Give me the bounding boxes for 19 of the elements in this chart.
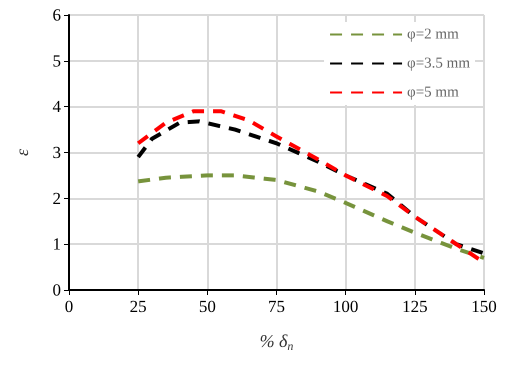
- x-tick-label: 0: [64, 297, 74, 316]
- x-tick-label: 100: [332, 297, 358, 316]
- x-tick-label: 125: [402, 297, 428, 316]
- y-tick-label: 1: [52, 234, 61, 254]
- x-tick-label: 75: [268, 297, 285, 316]
- y-tick-label: 3: [52, 143, 61, 162]
- y-tick-label: 0: [52, 280, 61, 300]
- y-tick-label: 6: [52, 6, 61, 24]
- x-tick-label: 50: [198, 297, 216, 316]
- line-series: [136, 173, 486, 260]
- x-tick-label: 25: [130, 297, 147, 316]
- legend-label: φ=5 mm: [407, 84, 460, 100]
- legend-label: φ=3.5 mm: [407, 56, 470, 72]
- x-tick-label: 150: [471, 297, 497, 316]
- y-tick-label: 2: [52, 188, 61, 208]
- y-axis-title: ε: [12, 148, 32, 156]
- y-tick-label: 4: [52, 97, 62, 116]
- y-tick-label: 5: [52, 51, 61, 70]
- legend-label: φ=2 mm: [407, 26, 460, 42]
